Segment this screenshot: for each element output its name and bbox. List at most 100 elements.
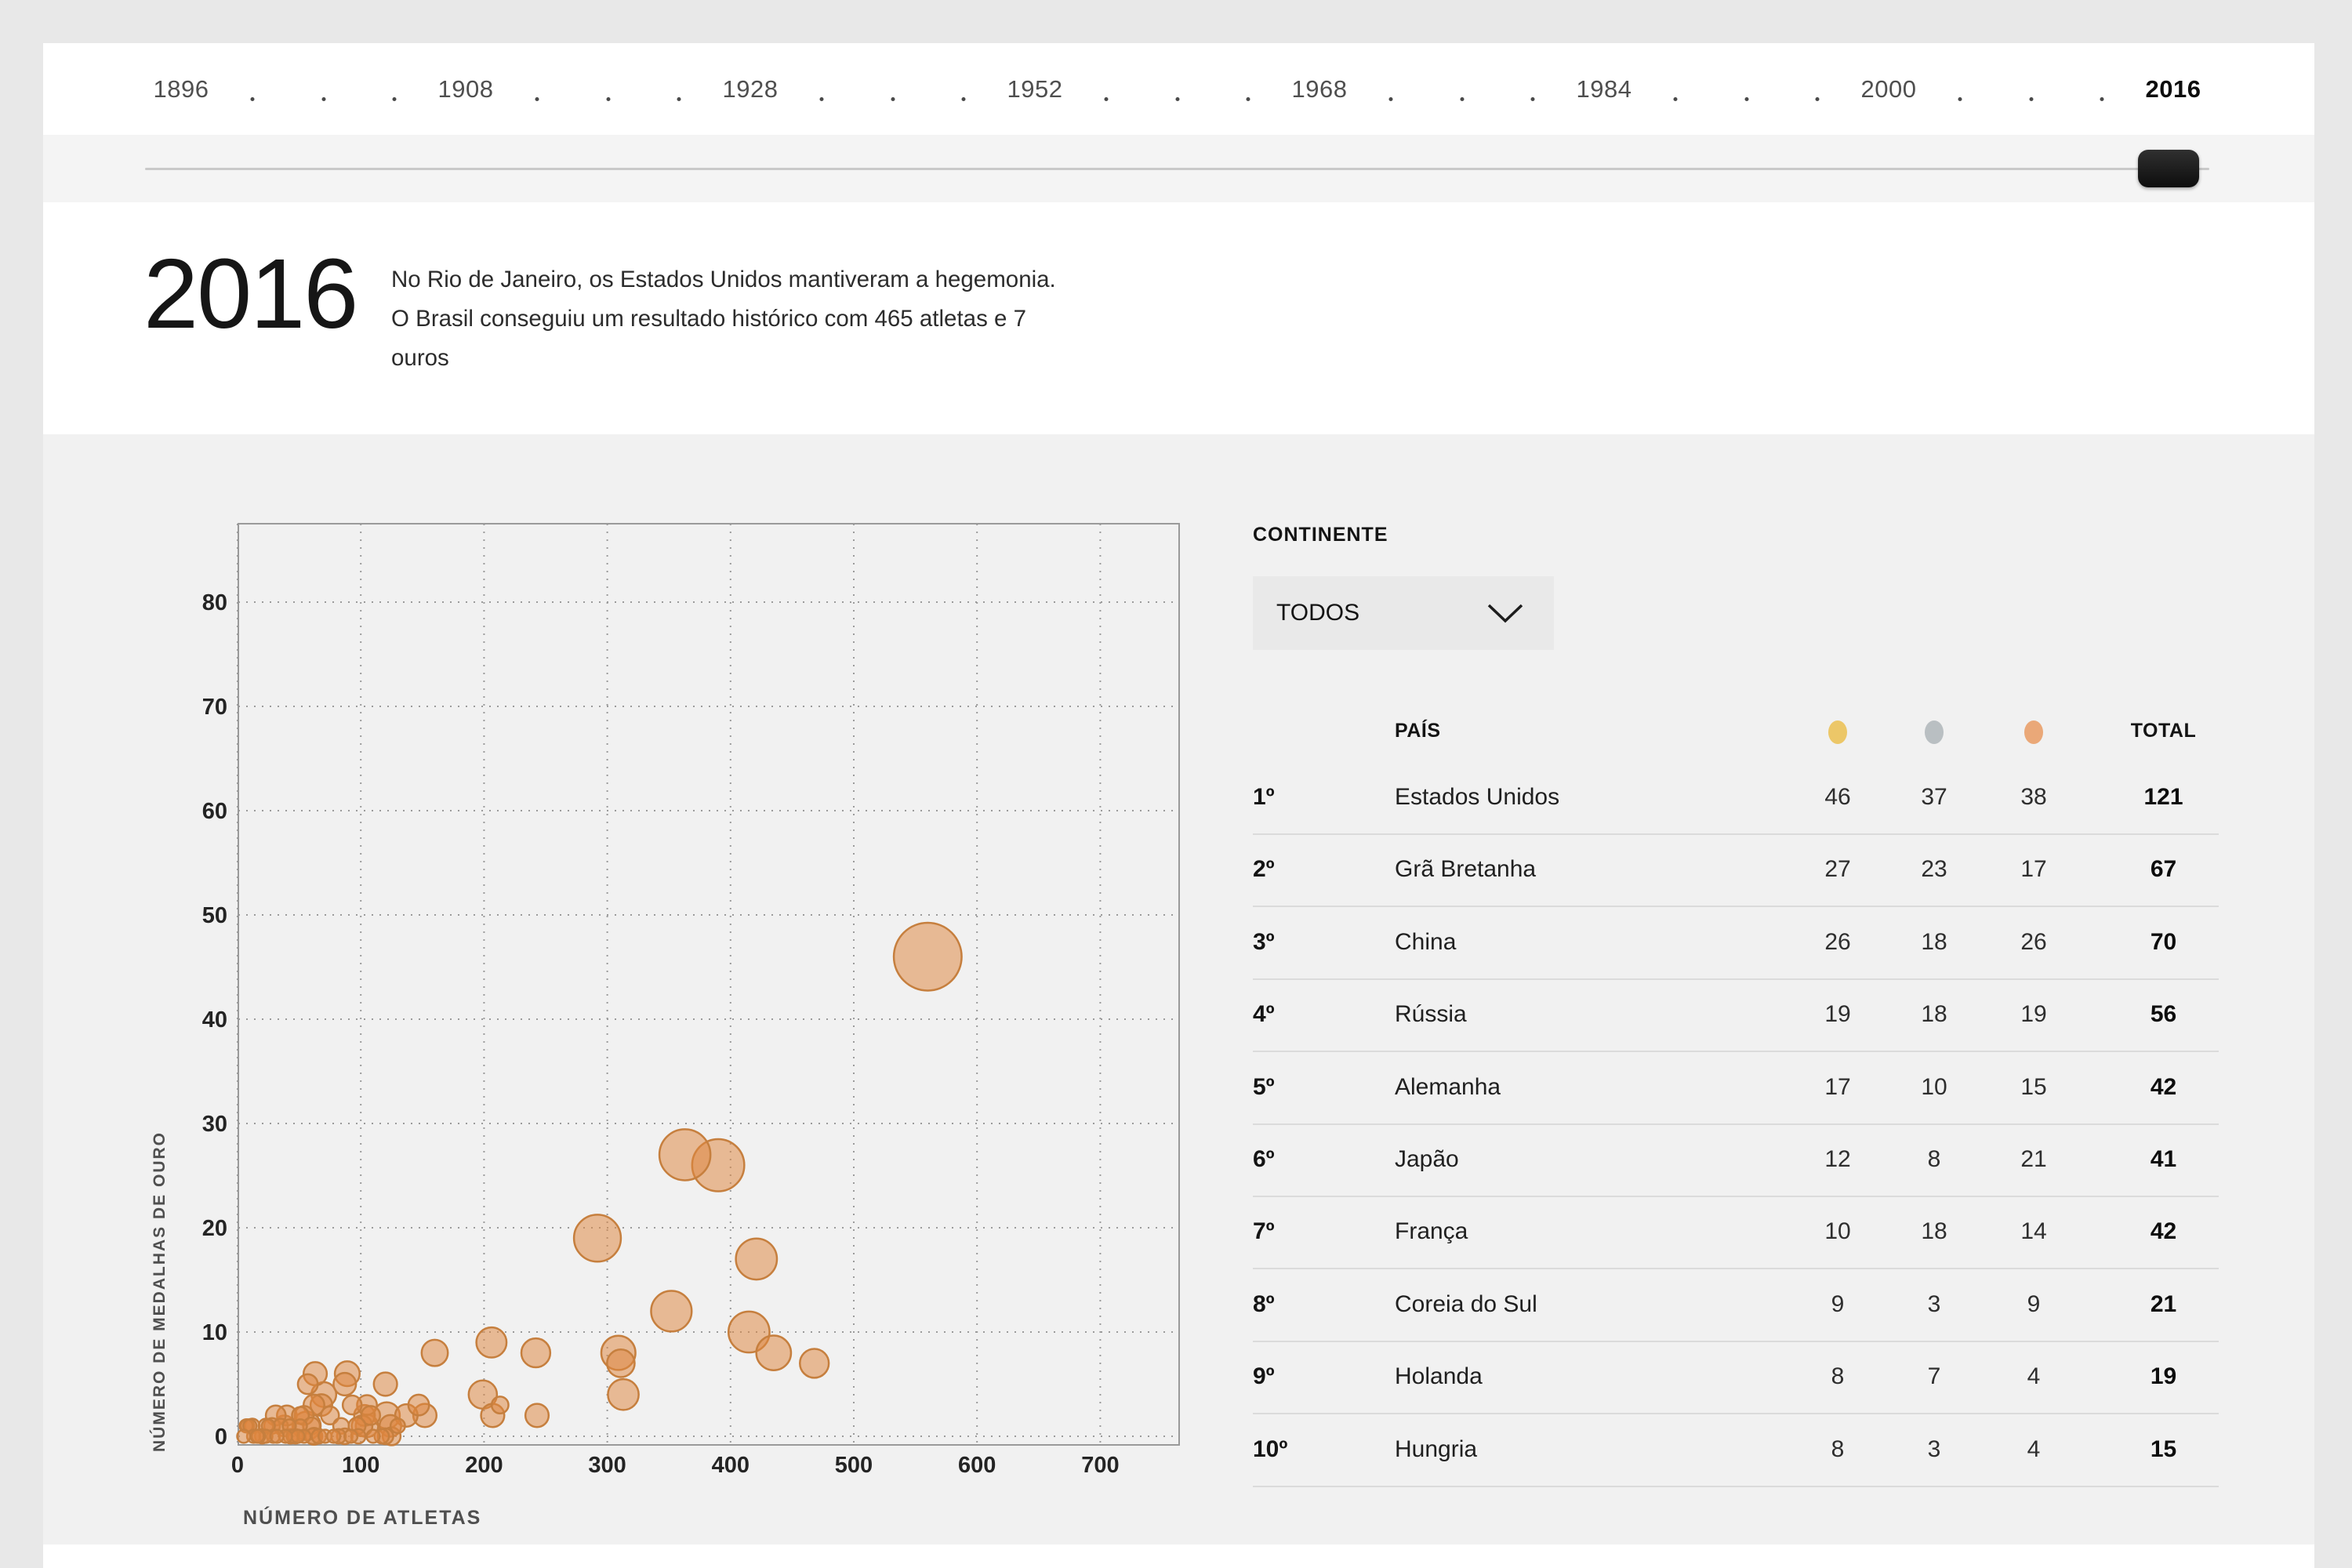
- table-row-rússia[interactable]: 4º Rússia 19 18 19 56: [1253, 978, 2219, 1053]
- country-bubble[interactable]: [269, 1428, 285, 1444]
- country-bubble[interactable]: [606, 1348, 636, 1378]
- timeline-dot[interactable]: [1815, 97, 1820, 101]
- timeline-dot[interactable]: [321, 97, 325, 101]
- country-bubble[interactable]: [735, 1237, 779, 1281]
- country-bubble[interactable]: [325, 1428, 342, 1444]
- country-bubble[interactable]: [296, 1373, 319, 1396]
- country-bubble[interactable]: [755, 1334, 793, 1371]
- table-row-china[interactable]: 3º China 26 18 26 70: [1253, 906, 2219, 980]
- table-row-hungria[interactable]: 10º Hungria 8 3 4 15: [1253, 1414, 2219, 1487]
- timeline-year-1908[interactable]: 1908: [437, 75, 494, 103]
- timeline-year-1896[interactable]: 1896: [153, 75, 209, 103]
- edition-description: No Rio de Janeiro, os Estados Unidos man…: [391, 260, 1056, 378]
- x-tick-label: 300: [588, 1453, 626, 1478]
- bronze-count-cell: 4: [2027, 1436, 2041, 1462]
- country-bubble[interactable]: [320, 1405, 340, 1426]
- continent-filter-label: CONTINENTE: [1253, 524, 1388, 546]
- country-bubble[interactable]: [892, 921, 963, 992]
- timeline-dot[interactable]: [2100, 97, 2104, 101]
- timeline-dot[interactable]: [535, 97, 539, 101]
- y-tick-label: 80: [202, 590, 227, 615]
- country-bubble[interactable]: [572, 1214, 622, 1263]
- country-bubble[interactable]: [343, 1428, 359, 1444]
- timeline-dot[interactable]: [1958, 97, 1962, 101]
- timeline-dot[interactable]: [392, 97, 397, 101]
- gold-count-cell: 8: [1831, 1436, 1845, 1462]
- timeline-dot[interactable]: [1104, 97, 1109, 101]
- timeline-dot[interactable]: [1530, 97, 1535, 101]
- country-bubble[interactable]: [360, 1405, 382, 1426]
- timeline-dot[interactable]: [1175, 97, 1179, 101]
- timeline-dot[interactable]: [1388, 97, 1393, 101]
- country-bubble[interactable]: [389, 1417, 406, 1435]
- country-bubble[interactable]: [420, 1338, 449, 1367]
- table-row-estados-unidos[interactable]: 1º Estados Unidos 46 37 38 121: [1253, 761, 2219, 835]
- description-line-1: No Rio de Janeiro, os Estados Unidos man…: [391, 267, 1056, 292]
- footer-band: [43, 1544, 2314, 1568]
- timeline-year-1952[interactable]: 1952: [1007, 75, 1063, 103]
- timeline-dot[interactable]: [250, 97, 255, 101]
- timeline-dot[interactable]: [819, 97, 824, 101]
- table-row-alemanha[interactable]: 5º Alemanha 17 10 15 42: [1253, 1051, 2219, 1125]
- country-cell: China: [1395, 928, 1457, 955]
- country-bubble[interactable]: [799, 1348, 830, 1379]
- country-bubble[interactable]: [607, 1377, 640, 1411]
- timeline-year-2016[interactable]: 2016: [2145, 75, 2201, 103]
- country-bubble[interactable]: [365, 1428, 381, 1444]
- rank-cell: 10º: [1253, 1436, 1288, 1462]
- country-bubble[interactable]: [332, 1371, 358, 1397]
- timeline-year-1928[interactable]: 1928: [722, 75, 779, 103]
- country-bubble[interactable]: [407, 1393, 430, 1417]
- silver-count-cell: 8: [1927, 1146, 1941, 1172]
- timeline-dot[interactable]: [1673, 97, 1678, 101]
- country-bubble[interactable]: [372, 1371, 398, 1397]
- country-bubble[interactable]: [524, 1403, 550, 1428]
- table-row-grã-bretanha[interactable]: 2º Grã Bretanha 27 23 17 67: [1253, 833, 2219, 908]
- silver-count-cell: 3: [1927, 1436, 1941, 1462]
- country-bubble[interactable]: [475, 1326, 508, 1359]
- table-row-coreia-do-sul[interactable]: 8º Coreia do Sul 9 3 9 21: [1253, 1269, 2219, 1342]
- timeline-dot[interactable]: [1744, 97, 1748, 101]
- timeline-slider-handle[interactable]: [2138, 150, 2199, 187]
- silver-count-cell: 18: [1921, 1001, 1947, 1028]
- country-cell: Holanda: [1395, 1363, 1483, 1390]
- silver-count-cell: 18: [1921, 1218, 1947, 1245]
- timeline-dot[interactable]: [1460, 97, 1464, 101]
- country-bubble[interactable]: [290, 1428, 306, 1444]
- timeline-year-1984[interactable]: 1984: [1576, 75, 1632, 103]
- timeline-year-1968[interactable]: 1968: [1291, 75, 1348, 103]
- y-tick-label: 40: [202, 1007, 227, 1033]
- country-bubble[interactable]: [520, 1337, 552, 1369]
- country-bubble[interactable]: [236, 1428, 252, 1444]
- chevron-down-icon: [1486, 602, 1524, 628]
- table-header-country: PAÍS: [1395, 720, 1441, 742]
- rank-cell: 7º: [1253, 1218, 1275, 1245]
- table-row-frança[interactable]: 7º França 10 18 14 42: [1253, 1196, 2219, 1270]
- continent-dropdown[interactable]: TODOS: [1253, 576, 1554, 650]
- timeline-slider-track[interactable]: [145, 168, 2209, 170]
- country-bubble[interactable]: [658, 1128, 712, 1181]
- country-bubble[interactable]: [490, 1396, 510, 1415]
- silver-count-cell: 18: [1921, 928, 1947, 955]
- y-tick-label: 60: [202, 799, 227, 824]
- x-tick-label: 100: [342, 1453, 379, 1478]
- bubble-chart: 0 100 200 300 400 500 600 700 0 10 20 30 40 50 60 70 80 N…: [150, 523, 1180, 1529]
- timeline-dot[interactable]: [1246, 97, 1250, 101]
- table-row-japão[interactable]: 6º Japão 12 8 21 41: [1253, 1123, 2219, 1197]
- timeline-dot[interactable]: [961, 97, 966, 101]
- country-bubble[interactable]: [249, 1428, 265, 1444]
- y-tick-label: 0: [215, 1425, 227, 1450]
- timeline-dot[interactable]: [2029, 97, 2033, 101]
- timeline-dot[interactable]: [677, 97, 681, 101]
- timeline-year-2000[interactable]: 2000: [1860, 75, 1917, 103]
- country-bubble[interactable]: [650, 1290, 693, 1333]
- timeline-dot[interactable]: [891, 97, 895, 101]
- timeline-dot[interactable]: [606, 97, 610, 101]
- y-axis-title: NÚMERO DE MEDALHAS DE OURO: [150, 1131, 169, 1452]
- bronze-count-cell: 17: [2020, 856, 2047, 883]
- gold-count-cell: 12: [1824, 1146, 1851, 1172]
- total-count-cell: 56: [2150, 1001, 2177, 1028]
- description-line-2: O Brasil conseguiu um resultado históric…: [391, 306, 1027, 332]
- country-bubble[interactable]: [341, 1394, 363, 1416]
- table-row-holanda[interactable]: 9º Holanda 8 7 4 19: [1253, 1341, 2219, 1415]
